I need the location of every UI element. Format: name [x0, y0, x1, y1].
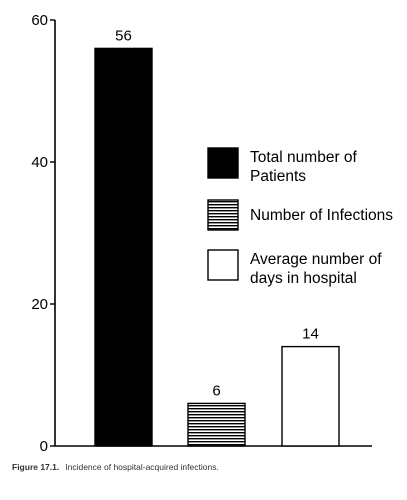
bar-infections [187, 402, 246, 447]
figure-caption: Figure 17.1. Incidence of hospital-acquir… [12, 462, 219, 472]
figure-number: Figure 17.1. [12, 462, 60, 472]
legend-label: Patients [250, 168, 306, 185]
data-label: 56 [115, 27, 132, 44]
data-label: 14 [302, 326, 319, 343]
bar-total-patients [94, 47, 153, 447]
y-tick-label: 20 [31, 296, 48, 313]
y-tick-label: 0 [40, 438, 48, 455]
legend-swatch-infections [207, 199, 239, 231]
y-tick-label: 60 [31, 12, 48, 29]
caption-text: Incidence of hospital-acquired infection… [65, 462, 219, 472]
legend-label: days in hospital [250, 270, 357, 287]
legend-label: Number of Infections [250, 207, 393, 224]
legend-swatch-total-patients [207, 147, 239, 179]
data-label: 6 [212, 382, 220, 399]
y-tick-label: 40 [31, 154, 48, 171]
legend-label: Total number of [250, 149, 358, 166]
legend-swatch-avg-days [207, 249, 239, 281]
legend-label: Average number of [250, 251, 382, 268]
bar-avg-days [281, 345, 340, 447]
